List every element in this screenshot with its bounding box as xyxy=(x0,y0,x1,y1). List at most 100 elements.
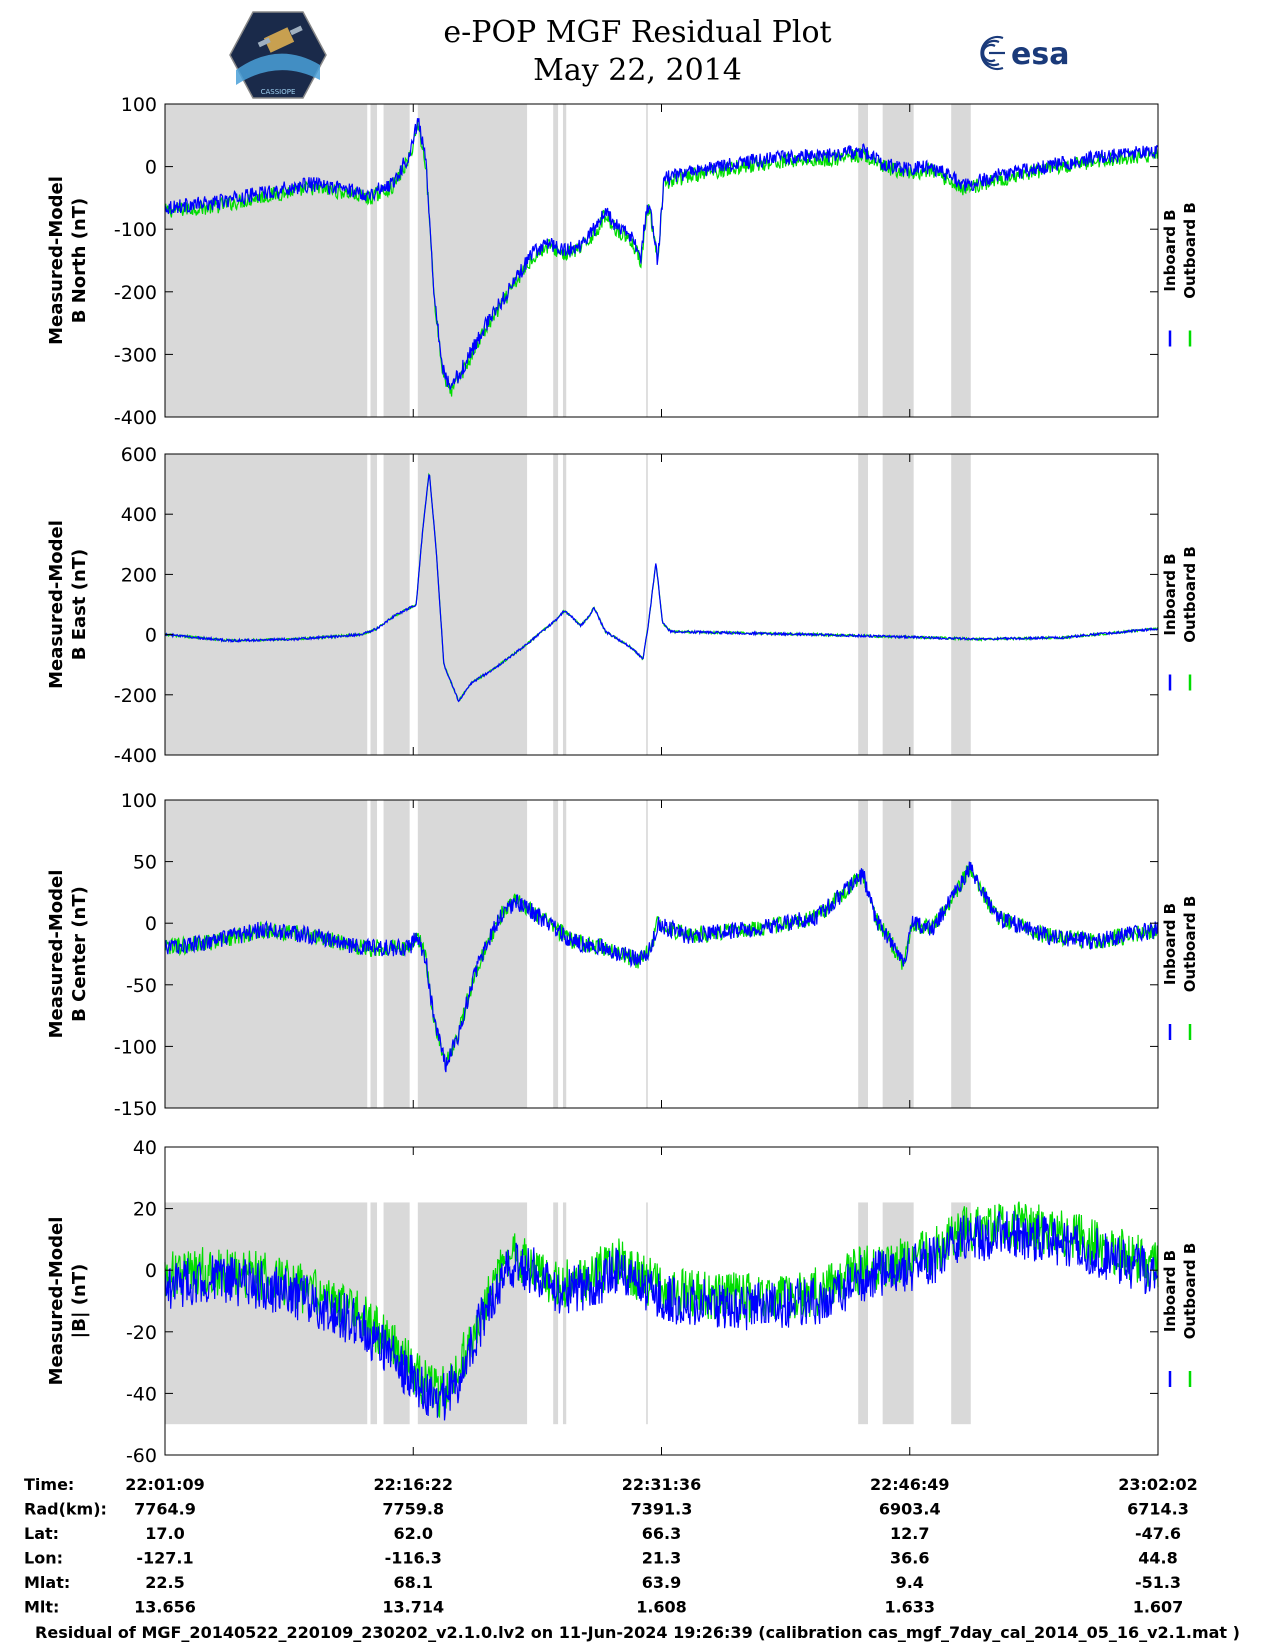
y-tick-label: 100 xyxy=(121,94,157,116)
legend-label-inboard: Inboard B xyxy=(1161,1250,1179,1332)
shaded-interval-10 xyxy=(951,104,971,417)
y-tick-label: -100 xyxy=(114,1036,157,1058)
y-tick-label: 50 xyxy=(133,852,157,874)
time-tick-label: 22:16:22 xyxy=(373,1475,453,1494)
panel-1: 100 0 -100 -200 -300 -400 Measured-Model B Nort… xyxy=(46,94,1199,429)
cassiope-logo-text: CASSIOPE xyxy=(261,88,296,96)
y-tick-label: 0 xyxy=(145,625,157,647)
shaded-interval-5 xyxy=(553,104,559,417)
shaded-interval-5 xyxy=(553,800,559,1108)
info-cell: 62.0 xyxy=(394,1524,433,1543)
shaded-interval-3 xyxy=(383,454,410,755)
info-row-label: Rad(km): xyxy=(24,1500,107,1519)
y-axis-label-line: B Center (nT) xyxy=(69,886,90,1022)
y-axis-label-line: B North (nT) xyxy=(69,198,90,324)
y-axis-label-line: |B| (nT) xyxy=(69,1264,90,1339)
footer-caption: Residual of MGF_20140522_220109_230202_v… xyxy=(35,1623,1240,1642)
y-tick-label: 40 xyxy=(133,1137,157,1159)
info-cell: -51.3 xyxy=(1135,1573,1181,1592)
y-axis-label: Measured-Model |B| (nT) xyxy=(46,1217,90,1386)
y-axis-label-line: B East (nT) xyxy=(69,549,90,661)
info-cell: -116.3 xyxy=(385,1549,442,1568)
y-tick-label: 400 xyxy=(121,504,157,526)
y-tick-label: -200 xyxy=(114,685,157,707)
esa-logo: esa xyxy=(980,35,1069,72)
shaded-interval-1 xyxy=(165,1202,368,1425)
info-row-label: Lon: xyxy=(24,1549,63,1568)
esa-logo-text: esa xyxy=(1011,37,1069,72)
shaded-interval-10 xyxy=(951,454,971,755)
panel-4: 40 20 0 -20 -40 -60 Measured-Model |B| (nT) Inbo… xyxy=(46,1137,1199,1467)
shaded-interval-7 xyxy=(646,104,648,417)
info-cell: 13.714 xyxy=(382,1598,444,1617)
info-cell: -47.6 xyxy=(1135,1524,1181,1543)
shaded-interval-8 xyxy=(858,104,868,417)
panel-3: 100 50 0 -50 -100 -150 Measured-Model B Center … xyxy=(46,790,1199,1120)
y-axis-label-line: Measured-Model xyxy=(46,1217,67,1386)
shaded-interval-5 xyxy=(553,454,559,755)
info-cell: 7391.3 xyxy=(631,1500,693,1519)
info-cell: 7764.9 xyxy=(134,1500,196,1519)
time-tick-label: 22:31:36 xyxy=(622,1475,702,1494)
y-tick-label: 0 xyxy=(145,157,157,179)
info-row-label: Lat: xyxy=(24,1524,59,1543)
y-tick-label: 20 xyxy=(133,1199,157,1221)
y-tick-label: -400 xyxy=(114,407,157,429)
info-cell: 13.656 xyxy=(134,1598,196,1617)
info-cell: 22.5 xyxy=(145,1573,184,1592)
info-cell: 1.607 xyxy=(1133,1598,1184,1617)
y-tick-label: -150 xyxy=(114,1098,157,1120)
shaded-interval-1 xyxy=(165,454,368,755)
y-tick-label: -100 xyxy=(114,219,157,241)
esa-emblem-icon xyxy=(980,35,1005,71)
shaded-interval-10 xyxy=(951,800,971,1108)
shaded-interval-8 xyxy=(858,454,868,755)
y-axis-label-line: Measured-Model xyxy=(46,176,67,345)
y-tick-label: -400 xyxy=(114,745,157,767)
shaded-interval-2 xyxy=(370,800,378,1108)
y-tick-label: 600 xyxy=(121,444,157,466)
shaded-interval-1 xyxy=(165,800,368,1108)
figure-title: e-POP MGF Residual Plot May 22, 2014 xyxy=(0,14,1275,90)
shaded-interval-2 xyxy=(370,454,378,755)
time-tick-label: 22:01:09 xyxy=(125,1475,205,1494)
panel-2: 600 400 200 0 -200 -400 Measured-Model B East (… xyxy=(46,444,1199,767)
info-cell: 21.3 xyxy=(642,1549,681,1568)
legend-label-outboard: Outboard B xyxy=(1181,1243,1199,1340)
shaded-interval-6 xyxy=(562,454,567,755)
inboard-b-series-line xyxy=(164,474,1159,703)
shaded-interval-9 xyxy=(882,454,914,755)
shaded-interval-3 xyxy=(383,104,410,417)
shaded-interval-2 xyxy=(370,1202,378,1425)
info-cell: 63.9 xyxy=(642,1573,681,1592)
y-tick-label: -50 xyxy=(126,975,157,997)
legend-label-inboard: Inboard B xyxy=(1161,209,1179,291)
shaded-interval-7 xyxy=(646,454,648,755)
info-cell: 9.4 xyxy=(896,1573,924,1592)
info-cell: 66.3 xyxy=(642,1524,681,1543)
info-cell: 6903.4 xyxy=(879,1500,941,1519)
info-cell: 36.6 xyxy=(890,1549,929,1568)
shaded-interval-2 xyxy=(370,104,378,417)
info-cell: 44.8 xyxy=(1138,1549,1177,1568)
y-tick-label: -300 xyxy=(114,344,157,366)
shaded-interval-9 xyxy=(882,104,914,417)
legend-label-inboard: Inboard B xyxy=(1161,903,1179,985)
shaded-interval-7 xyxy=(646,1202,648,1425)
info-cell: 1.633 xyxy=(884,1598,935,1617)
info-cell: 17.0 xyxy=(145,1524,184,1543)
outboard-b-series-line xyxy=(164,1201,1159,1419)
inboard-b-series-line xyxy=(164,1210,1159,1421)
info-row-label: Mlat: xyxy=(24,1573,70,1592)
y-axis-label: Measured-Model B East (nT) xyxy=(46,520,90,689)
y-axis-label-line: Measured-Model xyxy=(46,870,67,1039)
legend-label-outboard: Outboard B xyxy=(1181,202,1199,299)
y-axis-label: Measured-Model B Center (nT) xyxy=(46,870,90,1039)
legend-label-outboard: Outboard B xyxy=(1181,896,1199,993)
title-line-1: e-POP MGF Residual Plot xyxy=(443,15,832,50)
y-tick-label: 100 xyxy=(121,790,157,812)
info-cell: 68.1 xyxy=(394,1573,433,1592)
y-tick-label: 0 xyxy=(145,1260,157,1282)
inboard-b-series-line xyxy=(164,118,1159,390)
shaded-interval-9 xyxy=(882,1202,914,1425)
